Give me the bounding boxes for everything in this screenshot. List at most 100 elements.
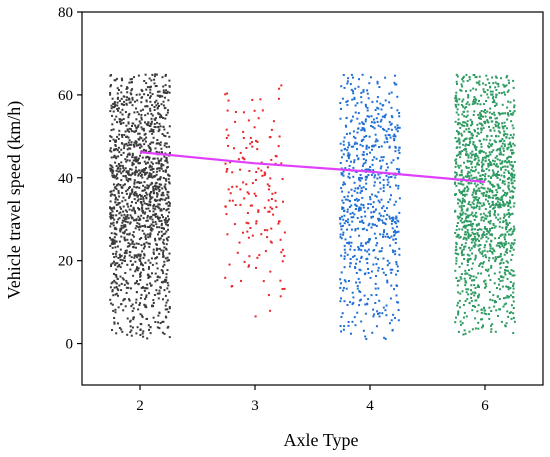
data-point [350, 228, 353, 231]
data-point [131, 164, 134, 167]
data-point [129, 101, 132, 104]
data-point [480, 94, 483, 97]
data-point [398, 112, 401, 114]
data-point [481, 216, 484, 219]
data-point [377, 312, 379, 315]
data-point [498, 298, 501, 300]
data-point [503, 253, 506, 256]
data-point [339, 102, 342, 104]
data-point [117, 203, 120, 206]
data-point [126, 215, 129, 218]
data-point [506, 191, 509, 194]
data-point [113, 154, 116, 157]
data-point [127, 170, 130, 173]
data-point [117, 146, 120, 149]
data-point [463, 124, 466, 127]
data-point [457, 311, 460, 314]
data-point [378, 312, 381, 315]
data-point [161, 95, 164, 98]
data-point [348, 172, 351, 175]
data-point [162, 241, 165, 244]
data-point [482, 192, 485, 194]
data-point [506, 147, 509, 150]
data-point [131, 310, 134, 313]
data-point [161, 270, 164, 272]
data-point [166, 161, 169, 164]
data-point [347, 146, 350, 149]
data-point [128, 139, 131, 142]
data-point [159, 95, 161, 98]
data-point [467, 216, 470, 219]
data-point [495, 76, 498, 79]
data-point [504, 234, 507, 237]
data-point [503, 213, 506, 216]
data-point [478, 75, 481, 78]
data-point [125, 190, 128, 193]
data-point [147, 203, 150, 206]
data-point [488, 274, 490, 277]
data-point [470, 133, 473, 136]
data-point [483, 90, 485, 93]
data-point [502, 246, 505, 249]
data-point [469, 203, 472, 206]
data-point [167, 178, 170, 181]
data-point [148, 147, 151, 149]
data-point [242, 181, 245, 184]
data-point [382, 190, 385, 193]
data-point [461, 228, 464, 231]
data-point [477, 321, 480, 324]
data-point [484, 122, 487, 125]
data-point [122, 121, 125, 124]
trend-line [139, 151, 486, 183]
data-point [117, 202, 120, 204]
data-point [123, 134, 126, 136]
data-point [470, 156, 473, 159]
data-point [463, 107, 466, 110]
data-point [234, 111, 237, 113]
data-point [503, 171, 506, 174]
data-point [499, 203, 502, 206]
data-point [340, 254, 343, 257]
data-point [150, 229, 153, 232]
data-point [484, 173, 487, 176]
data-point [478, 208, 481, 211]
data-point [151, 132, 154, 135]
data-point [513, 106, 516, 109]
data-point [472, 233, 475, 236]
data-point [156, 193, 159, 196]
data-point [385, 137, 388, 140]
data-point [398, 115, 401, 118]
data-point [140, 286, 143, 289]
data-point [152, 248, 155, 251]
data-point [507, 160, 510, 163]
data-point [479, 213, 482, 216]
data-point [455, 171, 458, 174]
data-point [374, 223, 376, 226]
data-point [146, 226, 149, 228]
data-point [138, 186, 141, 189]
data-point [123, 103, 125, 106]
data-point [245, 221, 248, 224]
data-point [155, 162, 158, 165]
data-point [382, 215, 385, 218]
data-point [508, 233, 510, 236]
data-point [139, 253, 142, 256]
data-point [351, 211, 354, 214]
data-point [248, 255, 251, 258]
data-point [454, 321, 457, 324]
data-point [503, 145, 506, 148]
data-point [155, 142, 158, 145]
data-point [351, 220, 354, 223]
data-point [349, 235, 352, 238]
data-point [356, 148, 358, 151]
data-point [350, 188, 353, 191]
data-point [398, 253, 401, 256]
data-point [168, 218, 170, 221]
data-point [141, 168, 144, 171]
data-point [489, 210, 492, 213]
data-point [495, 155, 498, 158]
data-point [466, 120, 469, 123]
data-point [460, 169, 463, 172]
data-point [120, 154, 123, 156]
data-point [278, 87, 281, 90]
